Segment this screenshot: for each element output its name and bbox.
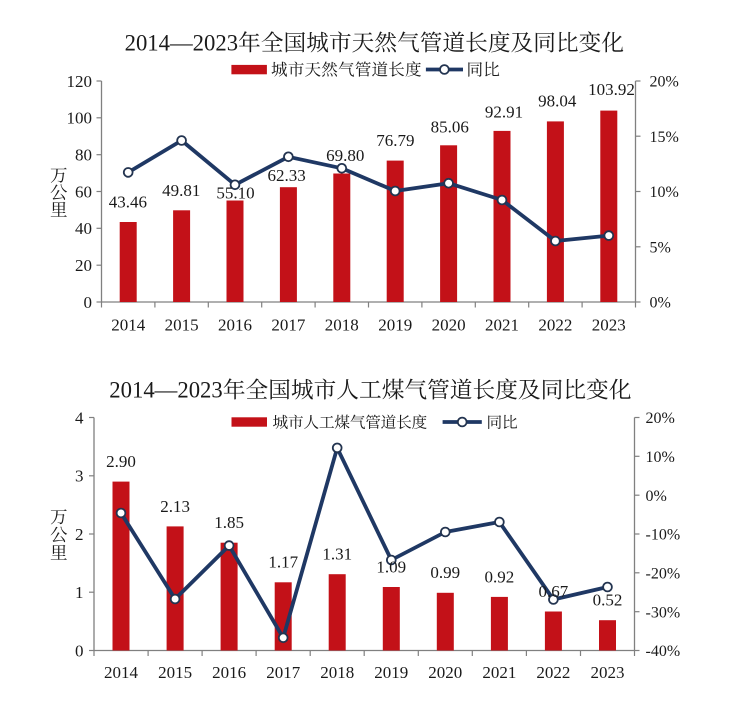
svg-text:103.92: 103.92 xyxy=(588,80,635,99)
svg-text:2016: 2016 xyxy=(218,316,252,335)
svg-text:2018: 2018 xyxy=(320,663,354,682)
svg-text:2016: 2016 xyxy=(212,663,246,682)
svg-text:10%: 10% xyxy=(646,449,675,466)
svg-text:2022: 2022 xyxy=(536,663,570,682)
svg-text:1.09: 1.09 xyxy=(376,557,406,576)
svg-text:49.81: 49.81 xyxy=(162,181,200,200)
svg-text:0.52: 0.52 xyxy=(593,591,623,610)
svg-text:-20%: -20% xyxy=(646,565,681,582)
svg-text:1: 1 xyxy=(75,583,84,602)
svg-text:0%: 0% xyxy=(646,488,667,505)
svg-text:120: 120 xyxy=(67,72,93,91)
svg-text:100: 100 xyxy=(67,109,93,128)
svg-text:85.06: 85.06 xyxy=(431,117,469,136)
svg-text:2014: 2014 xyxy=(104,663,139,682)
svg-text:0: 0 xyxy=(84,293,93,312)
svg-text:60: 60 xyxy=(75,182,92,201)
svg-text:62.33: 62.33 xyxy=(267,166,305,185)
svg-text:0.99: 0.99 xyxy=(430,563,460,582)
svg-text:2014—2023: 2014—2023 xyxy=(125,31,238,56)
svg-text:2.13: 2.13 xyxy=(160,497,190,516)
svg-text:2014—2023: 2014—2023 xyxy=(109,378,222,403)
svg-text:2023: 2023 xyxy=(592,316,626,335)
svg-text:10%: 10% xyxy=(650,184,679,201)
svg-text:-40%: -40% xyxy=(646,643,681,660)
svg-text:98.04: 98.04 xyxy=(538,91,577,110)
svg-text:2.90: 2.90 xyxy=(106,452,136,471)
svg-text:5%: 5% xyxy=(650,239,671,256)
svg-text:0.67: 0.67 xyxy=(539,582,569,601)
svg-text:2019: 2019 xyxy=(374,663,408,682)
svg-text:1.31: 1.31 xyxy=(322,545,352,564)
svg-text:2021: 2021 xyxy=(482,663,516,682)
svg-text:2017: 2017 xyxy=(266,663,301,682)
svg-text:0: 0 xyxy=(75,641,84,660)
svg-text:-10%: -10% xyxy=(646,527,681,544)
svg-text:-30%: -30% xyxy=(646,604,681,621)
svg-text:92.91: 92.91 xyxy=(485,102,523,121)
svg-text:3: 3 xyxy=(75,467,84,486)
svg-text:20: 20 xyxy=(75,256,92,275)
svg-text:2015: 2015 xyxy=(158,663,192,682)
svg-text:2017: 2017 xyxy=(271,316,306,335)
svg-text:1.17: 1.17 xyxy=(268,553,298,572)
svg-text:0%: 0% xyxy=(650,295,671,312)
svg-text:20%: 20% xyxy=(646,410,675,427)
svg-text:2015: 2015 xyxy=(165,316,199,335)
svg-text:55.10: 55.10 xyxy=(216,183,254,202)
svg-text:2020: 2020 xyxy=(432,316,466,335)
svg-text:4: 4 xyxy=(75,408,84,427)
svg-text:40: 40 xyxy=(75,219,92,238)
svg-text:69.80: 69.80 xyxy=(326,146,364,165)
svg-text:2021: 2021 xyxy=(485,316,519,335)
svg-text:76.79: 76.79 xyxy=(376,131,414,150)
svg-text:2014: 2014 xyxy=(111,316,146,335)
svg-text:80: 80 xyxy=(75,146,92,165)
svg-text:2018: 2018 xyxy=(325,316,359,335)
svg-text:0.92: 0.92 xyxy=(485,567,515,586)
svg-text:1.85: 1.85 xyxy=(214,513,244,532)
svg-text:2023: 2023 xyxy=(591,663,625,682)
svg-text:15%: 15% xyxy=(650,129,679,146)
svg-text:2020: 2020 xyxy=(428,663,462,682)
svg-text:2019: 2019 xyxy=(378,316,412,335)
svg-text:2022: 2022 xyxy=(538,316,572,335)
svg-text:43.46: 43.46 xyxy=(109,193,147,212)
svg-text:20%: 20% xyxy=(650,74,679,91)
svg-text:2: 2 xyxy=(75,525,84,544)
